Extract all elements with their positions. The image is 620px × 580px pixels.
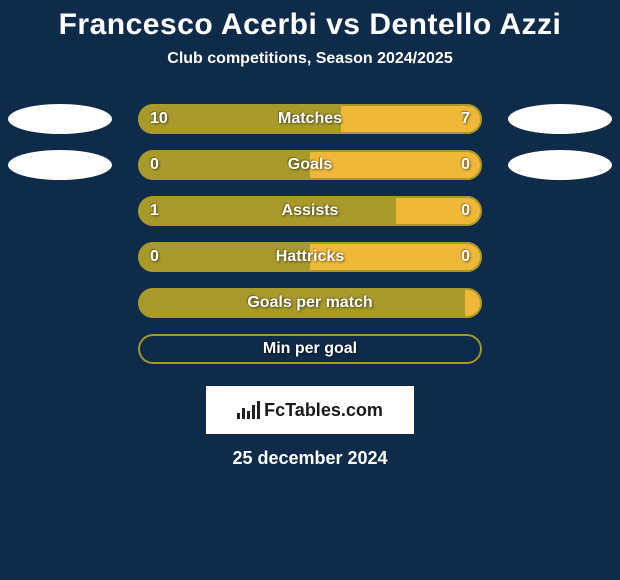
footer-date: 25 december 2024 xyxy=(0,448,620,469)
stat-bar-left xyxy=(138,288,465,318)
page-title: Francesco Acerbi vs Dentello Azzi xyxy=(0,8,620,42)
player-right-badge xyxy=(508,150,612,180)
stat-bar: Min per goal xyxy=(138,334,482,364)
stat-label: Min per goal xyxy=(138,334,482,364)
stat-bar-right xyxy=(465,288,482,318)
stat-rows: Matches107 Goals00 Assists10 Hattricks00 Goa… xyxy=(0,96,620,372)
stat-bar-right xyxy=(396,196,482,226)
stat-row: Hattricks00 xyxy=(0,234,620,280)
stat-bar-right xyxy=(310,242,482,272)
page-subtitle: Club competitions, Season 2024/2025 xyxy=(0,50,620,68)
stat-row: Assists10 xyxy=(0,188,620,234)
stat-bar-border xyxy=(138,334,482,364)
stat-bar-right xyxy=(310,150,482,180)
stat-bar-left xyxy=(138,242,310,272)
logo-bars-icon xyxy=(237,401,260,419)
stat-bar: Goals00 xyxy=(138,150,482,180)
stat-bar-left xyxy=(138,150,310,180)
player-left-badge xyxy=(8,150,112,180)
stat-bar-left xyxy=(138,196,396,226)
stat-row: Min per goal xyxy=(0,326,620,372)
stat-bar-right xyxy=(341,104,482,134)
stat-row: Goals00 xyxy=(0,142,620,188)
player-left-badge xyxy=(8,104,112,134)
stat-bar: Hattricks00 xyxy=(138,242,482,272)
stat-bar: Assists10 xyxy=(138,196,482,226)
stat-bar: Goals per match xyxy=(138,288,482,318)
stat-row: Goals per match xyxy=(0,280,620,326)
stat-bar: Matches107 xyxy=(138,104,482,134)
comparison-card: Francesco Acerbi vs Dentello Azzi Club c… xyxy=(0,0,620,580)
stat-bar-left xyxy=(138,104,341,134)
stat-row: Matches107 xyxy=(0,96,620,142)
fctables-logo: FcTables.com xyxy=(206,386,414,434)
player-right-badge xyxy=(508,104,612,134)
logo-text: FcTables.com xyxy=(264,400,383,421)
